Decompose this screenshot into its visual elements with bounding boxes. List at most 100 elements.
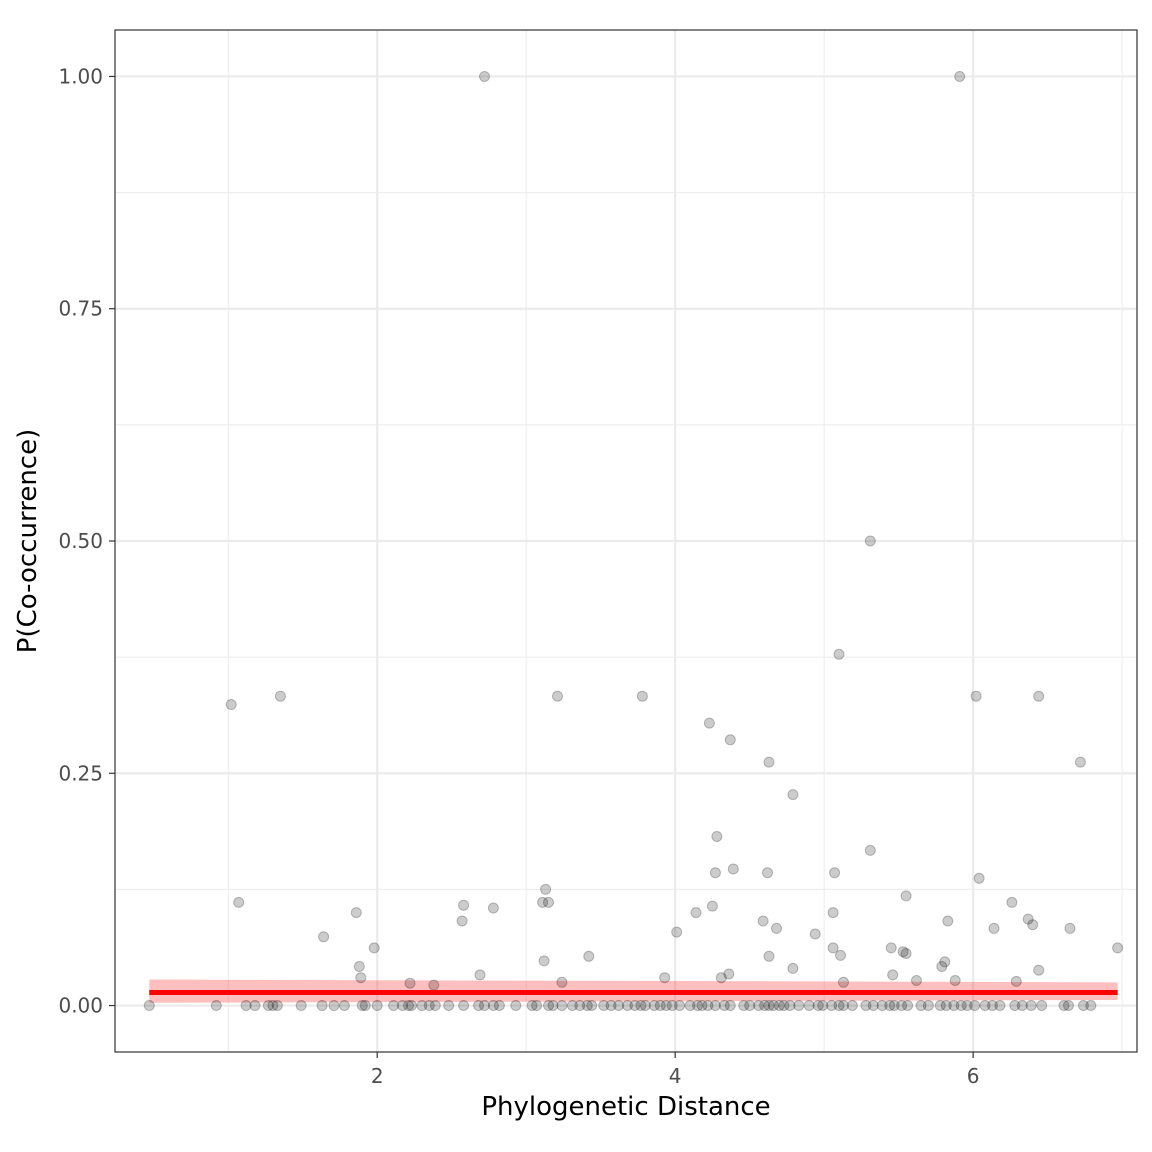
data-point [876, 1000, 888, 1011]
data-point [540, 883, 552, 895]
data-point [936, 961, 948, 972]
data-point [636, 690, 648, 702]
data-point [939, 956, 951, 968]
data-point [487, 902, 499, 914]
data-point [833, 1000, 845, 1011]
data-point [718, 1000, 730, 1011]
data-point [757, 915, 769, 927]
data-point [915, 1000, 927, 1011]
data-point [397, 1000, 408, 1011]
data-point [635, 1000, 647, 1011]
data-point [368, 942, 380, 954]
data-point [1058, 1000, 1070, 1011]
data-point [479, 1000, 490, 1011]
data-point [817, 1000, 829, 1011]
data-point [458, 899, 470, 911]
data-point [885, 942, 897, 954]
data-point [949, 975, 961, 986]
y-tick-label: 0.25 [58, 761, 103, 785]
data-point [583, 950, 595, 962]
x-tick-label: 4 [669, 1064, 682, 1088]
data-point [328, 1000, 340, 1011]
data-point [803, 1000, 815, 1011]
data-point [537, 896, 549, 908]
data-point [240, 1000, 252, 1011]
data-point [473, 1000, 484, 1011]
data-point [773, 1000, 785, 1011]
data-point [547, 1000, 559, 1011]
data-point [900, 948, 912, 959]
data-point [428, 979, 440, 991]
data-point [763, 1000, 775, 1011]
data-point [622, 1000, 633, 1011]
data-point [556, 1000, 568, 1011]
data-point [543, 896, 554, 908]
y-axis-title: P(Co-occurrence) [13, 429, 43, 653]
data-point [574, 1000, 586, 1011]
data-point [355, 972, 367, 984]
data-point [274, 690, 286, 702]
data-point [479, 71, 490, 82]
data-point [666, 1000, 678, 1011]
data-point [826, 1000, 838, 1011]
x-axis-title: Phylogenetic Distance [481, 1092, 770, 1122]
data-point [458, 1000, 470, 1011]
data-point [526, 1000, 538, 1011]
data-point [864, 844, 876, 856]
x-tick-label: 6 [967, 1064, 980, 1088]
data-point [690, 907, 702, 919]
data-point [1027, 919, 1039, 931]
data-point [787, 789, 799, 801]
data-point [860, 1000, 872, 1011]
data-point [613, 1000, 625, 1011]
data-point [763, 950, 775, 962]
data-point [660, 1000, 672, 1011]
data-point [566, 1000, 578, 1011]
data-point [812, 1000, 824, 1011]
data-point [833, 648, 845, 660]
data-point [867, 1000, 879, 1011]
data-point [552, 690, 563, 702]
data-point [556, 976, 568, 988]
data-point [659, 972, 671, 984]
data-point [724, 1000, 736, 1011]
data-point [723, 968, 735, 980]
data-point [1112, 942, 1124, 954]
data-point [639, 1000, 651, 1011]
data-point [1063, 1000, 1074, 1011]
data-point [429, 1000, 441, 1011]
data-point [581, 1000, 593, 1011]
data-point [654, 1000, 666, 1011]
data-point [934, 1000, 946, 1011]
data-point [598, 1000, 610, 1011]
data-point [674, 1000, 686, 1011]
data-point [955, 1000, 967, 1011]
data-point [267, 1000, 279, 1011]
data-point [706, 900, 718, 912]
data-point [715, 972, 727, 984]
y-tick-label: 0.75 [58, 297, 103, 321]
data-point [753, 1000, 765, 1011]
data-point [1006, 896, 1018, 908]
data-point [793, 1000, 805, 1011]
y-tick-label: 0.50 [58, 529, 103, 553]
data-point [538, 955, 550, 967]
data-point [338, 1000, 350, 1011]
data-point [295, 1000, 307, 1011]
data-point [703, 717, 715, 729]
data-point [1022, 913, 1034, 925]
data-point [1016, 1000, 1028, 1011]
data-point [864, 535, 876, 547]
data-point [702, 1000, 714, 1011]
data-point [759, 1000, 771, 1011]
data-point [887, 969, 899, 981]
data-point [353, 961, 365, 972]
data-point [443, 1000, 455, 1011]
data-point [210, 1000, 222, 1011]
data-point [897, 946, 909, 958]
data-point [493, 1000, 505, 1011]
data-point [961, 1000, 973, 1011]
data-point [838, 1000, 849, 1011]
data-point [474, 969, 486, 981]
data-point [940, 1000, 952, 1011]
